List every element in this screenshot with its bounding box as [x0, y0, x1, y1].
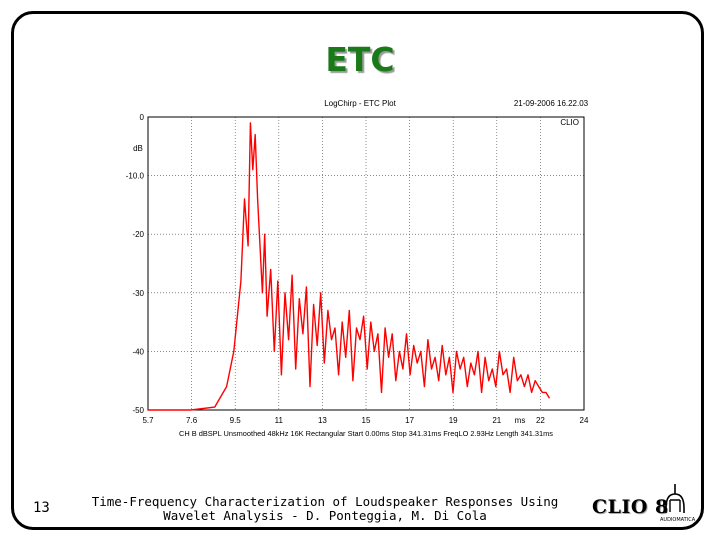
brand-label: CLIO [560, 118, 579, 127]
y-tick-label: -30 [132, 289, 144, 298]
status-text: CH B dBSPL Unsmoothed 48kHz 16K Rectangu… [179, 429, 553, 438]
x-tick-label: 21 [492, 416, 501, 425]
x-ticks: 5.7 7.6 9.5 11 13 15 17 19 21 22 24 [142, 416, 589, 425]
x-tick-label: 7.6 [186, 416, 198, 425]
page-number: 13 [33, 500, 50, 516]
y-ticks: 0 -10.0 -20 -30 -40 -50 [126, 113, 145, 415]
clio-logo-text: CLIO 8 [592, 496, 669, 518]
slide-frame [11, 11, 704, 530]
y-axis-label: dB [133, 144, 143, 153]
status-bar: CH B dBSPL Unsmoothed 48kHz 16K Rectangu… [179, 429, 553, 438]
y-tick-label: -10.0 [126, 172, 145, 181]
chart-date: 21-09-2006 16.22.03 [514, 99, 589, 108]
x-tick-label: 15 [362, 416, 371, 425]
x-tick-label: 11 [275, 416, 284, 425]
y-tick-label: 0 [140, 113, 145, 122]
x-tick-label: 13 [318, 416, 327, 425]
plot-area [147, 116, 585, 411]
x-tick-label: 24 [580, 416, 589, 425]
x-tick-label: 22 [536, 416, 545, 425]
y-tick-label: -40 [132, 347, 144, 356]
etc-series-line [148, 122, 551, 411]
chart-grid [148, 117, 584, 410]
footer-line-1: Time-Frequency Characterization of Louds… [91, 494, 559, 509]
y-tick-label: -20 [132, 230, 144, 239]
footer-line-2: Wavelet Analysis - D. Ponteggia, M. Di C… [163, 508, 487, 523]
audiomatica-label: AUDIOMATICA [660, 517, 696, 523]
tuning-fork-logo-icon [665, 484, 685, 513]
x-tick-label: 9.5 [230, 416, 242, 425]
x-tick-label: 19 [449, 416, 458, 425]
x-tick-label: 17 [405, 416, 414, 425]
x-axis-label: ms [515, 416, 526, 425]
slide-title: ETC [325, 40, 395, 79]
chart-title: LogChirp - ETC Plot [324, 99, 396, 108]
x-tick-label: 5.7 [142, 416, 154, 425]
y-tick-label: -50 [132, 406, 144, 415]
footer-caption: Time-Frequency Characterization of Louds… [90, 495, 560, 523]
